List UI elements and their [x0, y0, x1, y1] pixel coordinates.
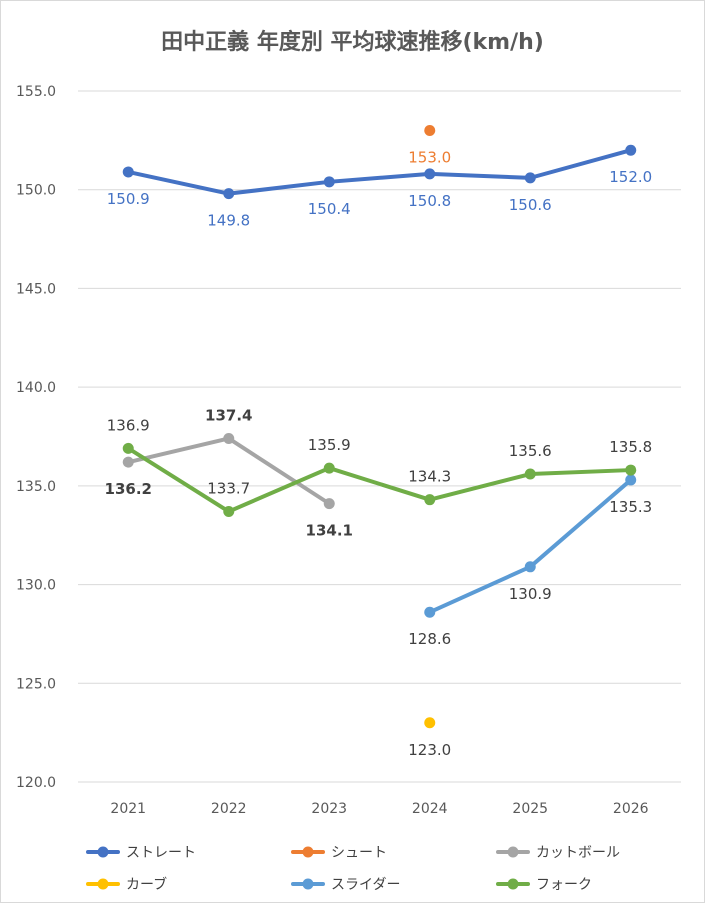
y-tick-label: 140.0	[16, 380, 56, 396]
x-tick-label: 2022	[211, 801, 247, 817]
data-point	[223, 506, 235, 518]
data-point	[424, 494, 436, 506]
data-label: 134.1	[306, 522, 353, 540]
data-label: 136.9	[107, 416, 150, 434]
data-label: 149.8	[207, 212, 250, 230]
x-tick-label: 2023	[311, 801, 347, 817]
data-point	[223, 188, 235, 200]
data-label: 128.6	[408, 630, 451, 648]
y-tick-label: 155.0	[16, 84, 56, 100]
data-label: 134.3	[408, 468, 451, 486]
data-label: 150.4	[308, 200, 351, 218]
data-point	[323, 462, 335, 474]
data-point	[625, 464, 637, 476]
y-tick-label: 120.0	[16, 775, 56, 791]
chart-title: 田中正義 年度別 平均球速推移(km/h)	[161, 30, 544, 55]
legend-marker	[97, 846, 109, 858]
data-point	[122, 442, 134, 454]
data-labels: 150.9 149.8 150.4 150.8 150.6 152.0 153.0 136.2…	[105, 148, 653, 758]
series-line	[126, 148, 633, 196]
data-label: 135.8	[609, 438, 652, 456]
data-point	[223, 432, 235, 444]
data-label: 135.6	[509, 442, 552, 460]
legend-marker	[302, 878, 314, 890]
data-label: 135.3	[609, 498, 652, 516]
data-label: 136.2	[105, 480, 152, 498]
data-label: 152.0	[609, 168, 652, 186]
data-label: 135.9	[308, 436, 351, 454]
legend-label: シュート	[331, 845, 387, 861]
legend-label: カーブ	[126, 876, 167, 893]
data-point	[424, 606, 436, 618]
legend-label: ストレート	[126, 845, 196, 861]
data-point	[323, 176, 335, 188]
series-line	[126, 446, 633, 514]
legend-label: スライダー	[331, 877, 400, 893]
x-tick-label: 2024	[412, 801, 448, 817]
data-point	[625, 474, 637, 486]
data-label: 130.9	[509, 585, 552, 603]
y-axis-tick-labels: 120.0 125.0 130.0 135.0 140.0 145.0 150.0 155.0	[16, 84, 56, 791]
y-tick-label: 145.0	[16, 281, 56, 297]
x-axis-tick-labels: 2021 2022 2023 2024 2025 2026	[110, 801, 648, 817]
y-tick-label: 150.0	[16, 183, 56, 199]
x-tick-label: 2021	[110, 801, 146, 817]
legend-label: フォーク	[536, 877, 592, 893]
data-point	[122, 456, 134, 468]
data-label: 123.0	[408, 741, 451, 759]
data-label: 133.7	[207, 480, 250, 498]
legend-marker	[302, 846, 314, 858]
x-tick-label: 2026	[613, 801, 649, 817]
data-point	[424, 168, 436, 180]
data-label: 150.6	[509, 196, 552, 214]
y-tick-label: 130.0	[16, 578, 56, 594]
x-tick-label: 2025	[512, 801, 548, 817]
data-point	[323, 498, 335, 510]
legend-marker	[507, 846, 519, 858]
data-point	[524, 561, 536, 573]
data-label: 150.9	[107, 190, 150, 208]
data-label: 150.8	[408, 192, 451, 210]
gridlines	[78, 90, 681, 783]
data-point	[122, 166, 134, 178]
data-point	[424, 717, 436, 729]
y-tick-label: 125.0	[16, 676, 56, 692]
legend-marker	[97, 878, 109, 890]
data-label: 153.0	[408, 148, 451, 166]
legend-label: カットボール	[536, 845, 620, 861]
legend-marker	[507, 878, 519, 890]
series-lines	[126, 148, 633, 615]
series-points	[122, 124, 637, 729]
data-point	[524, 468, 536, 480]
y-tick-label: 135.0	[16, 479, 56, 495]
data-point	[524, 172, 536, 184]
data-label: 137.4	[205, 406, 252, 424]
data-point	[424, 124, 436, 136]
data-point	[625, 144, 637, 156]
